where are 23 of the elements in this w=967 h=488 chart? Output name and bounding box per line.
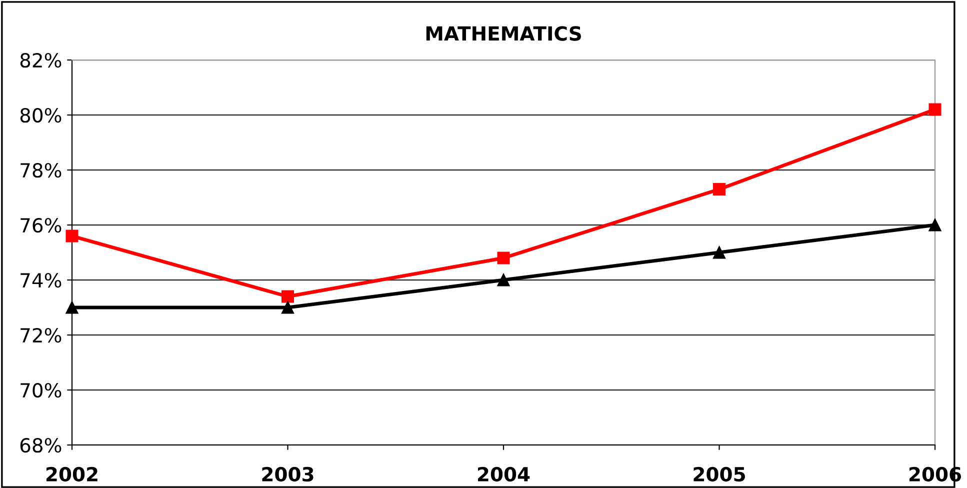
y-tick-label: 80% <box>20 108 62 123</box>
point <box>713 183 726 196</box>
point <box>928 218 942 232</box>
y-tick-label: 78% <box>20 162 62 178</box>
x-tick-label: 2005 <box>694 466 745 482</box>
point <box>282 301 294 314</box>
point <box>928 103 942 116</box>
point <box>66 230 78 242</box>
point <box>713 246 726 259</box>
x-tick-label: 2003 <box>262 466 314 482</box>
chart-title: MATHEMATICS <box>426 26 581 41</box>
y-tick-label: 70% <box>20 382 62 398</box>
y-tick-label: 68% <box>20 438 62 453</box>
y-tick-label: 82% <box>20 52 62 68</box>
y-tick-label: 72% <box>20 328 62 343</box>
point <box>497 252 510 264</box>
y-tick-label: 76% <box>20 218 62 233</box>
y-tick-label: 74% <box>20 272 62 288</box>
x-tick-label: 2002 <box>46 466 98 482</box>
point <box>66 301 78 314</box>
x-tick-label: 2004 <box>478 466 530 482</box>
point <box>282 290 294 303</box>
point <box>497 274 510 286</box>
